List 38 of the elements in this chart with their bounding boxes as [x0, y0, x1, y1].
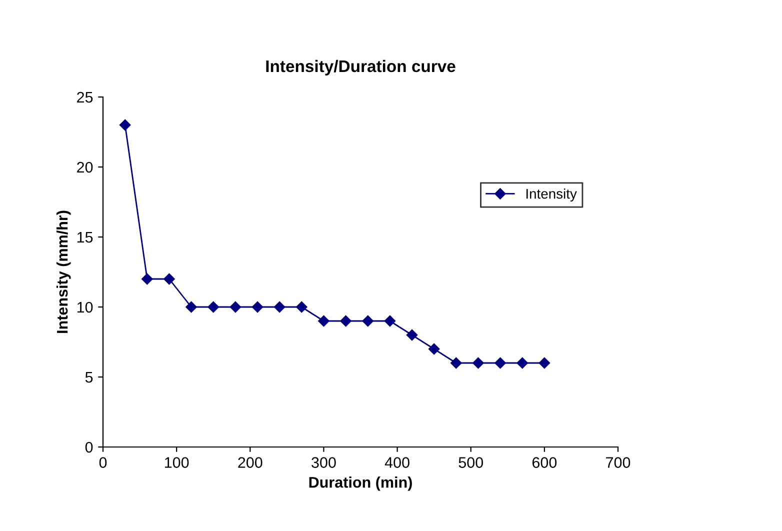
point [362, 315, 374, 327]
x-tick-label: 0 [99, 457, 107, 468]
point [119, 119, 131, 131]
point [230, 301, 242, 313]
point [252, 301, 264, 313]
y-axis-title: Intensity (mm/hr) [56, 210, 71, 333]
x-tick-label: 300 [312, 457, 336, 468]
point [142, 273, 153, 285]
point [186, 301, 197, 313]
chart-title: Intensity/Duration curve [266, 60, 456, 76]
x-tick-label: 200 [238, 457, 262, 468]
point [296, 301, 308, 313]
point [406, 329, 418, 341]
point [208, 301, 219, 313]
point [472, 357, 484, 369]
y-tick-label: 5 [85, 372, 93, 383]
x-tick-label: 100 [164, 457, 189, 468]
point [538, 357, 550, 369]
y-tick-label: 10 [77, 302, 93, 313]
y-tick-label: 25 [77, 92, 93, 103]
point [274, 301, 286, 313]
x-tick-label: 600 [532, 457, 557, 468]
x-axis-title: Duration (min) [309, 476, 412, 491]
point [516, 357, 528, 369]
point [494, 357, 506, 369]
y-tick-label: 15 [77, 232, 93, 243]
point [340, 315, 352, 327]
point [450, 357, 462, 369]
point [384, 315, 396, 327]
x-tick-label: 500 [458, 457, 484, 468]
point [428, 343, 440, 355]
x-tick-label: 400 [384, 457, 410, 468]
legend-label: Intensity [526, 188, 577, 202]
y-tick-label: 0 [85, 442, 93, 453]
point [318, 315, 330, 327]
point [164, 273, 175, 285]
y-tick-label: 20 [77, 162, 93, 173]
x-tick-label: 700 [606, 457, 630, 468]
